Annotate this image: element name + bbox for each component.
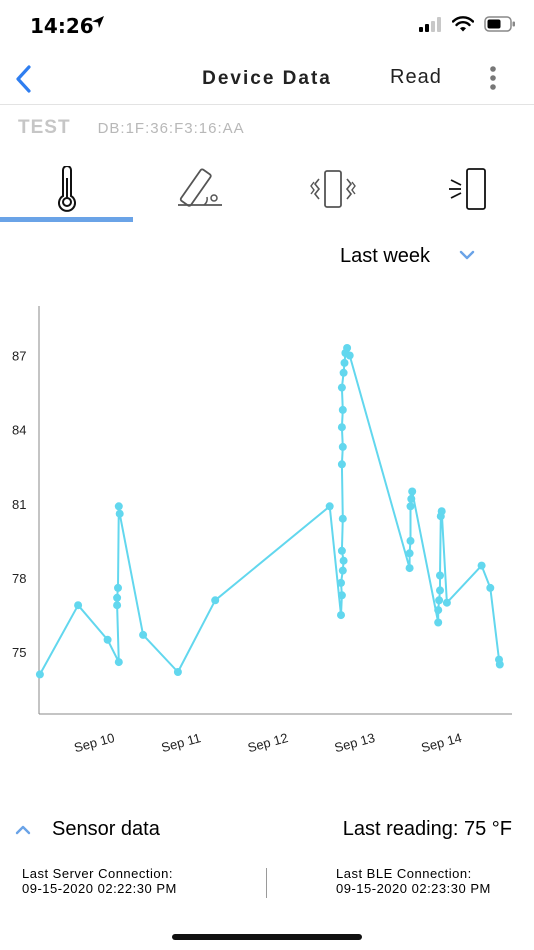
tab-temperature[interactable] [0, 160, 133, 218]
device-name: TEST [18, 117, 71, 138]
door-sensor-icon [448, 168, 486, 210]
y-tick-label: 84 [12, 423, 26, 438]
nav-bar: Device Data Read [0, 54, 534, 105]
x-tick-label: Sep 14 [420, 730, 464, 755]
data-point [406, 502, 415, 511]
x-tick-label: Sep 10 [72, 730, 116, 755]
data-point [436, 571, 444, 580]
data-point [338, 442, 347, 451]
data-point [405, 549, 414, 558]
x-tick-label: Sep 12 [246, 730, 290, 755]
data-point [437, 507, 446, 516]
server-connection-label: Last Server Connection: [22, 866, 173, 881]
status-icons [418, 16, 516, 37]
tab-vibration[interactable] [266, 160, 399, 218]
more-vertical-icon [490, 66, 496, 90]
tab-tilt[interactable] [133, 160, 266, 218]
data-point [114, 658, 123, 667]
data-point [477, 561, 486, 570]
home-indicator [172, 934, 362, 940]
data-point [103, 635, 112, 644]
data-point [337, 591, 346, 600]
data-point [337, 611, 345, 620]
sensor-data-toggle[interactable]: Sensor data [14, 818, 160, 841]
data-point [113, 601, 122, 610]
data-point [340, 358, 349, 367]
sensor-tabs [0, 160, 534, 224]
ble-connection-time: 09-15-2020 02:23:30 PM [336, 881, 491, 896]
battery-icon [484, 16, 516, 37]
wifi-icon [451, 16, 475, 37]
data-point [436, 586, 444, 595]
more-options-button[interactable] [484, 64, 502, 94]
data-point [435, 596, 444, 605]
temperature-chart: 75 78 81 84 87 Sep 10 Sep 11 Sep 12 Sep 13 Sep 14 [12, 306, 512, 755]
data-point [338, 514, 347, 523]
location-arrow-icon [90, 14, 106, 35]
data-point [337, 423, 346, 432]
chevron-up-icon [15, 825, 31, 834]
data-point [339, 556, 348, 565]
data-point [408, 487, 417, 496]
data-point [345, 351, 354, 360]
data-point [113, 593, 122, 602]
data-point [495, 660, 504, 669]
data-point [337, 546, 346, 555]
tab-door[interactable] [400, 160, 533, 218]
x-tick-label: Sep 13 [333, 730, 377, 755]
y-tick-label: 75 [12, 645, 26, 660]
device-info: TEST DB:1F:36:F3:16:AA [18, 116, 245, 140]
status-time: 14:26 [30, 14, 94, 38]
divider [266, 868, 267, 898]
data-point [139, 630, 148, 639]
data-point [406, 536, 415, 545]
data-point [74, 601, 83, 610]
data-point [337, 460, 346, 469]
data-point [35, 670, 44, 679]
data-point [486, 583, 495, 592]
chevron-down-icon [458, 248, 476, 266]
thermometer-icon [57, 166, 76, 212]
page-title: Device Data [202, 68, 332, 89]
x-tick-label: Sep 11 [160, 730, 203, 755]
ble-connection-label: Last BLE Connection: [336, 866, 472, 881]
data-point [325, 502, 334, 511]
data-point [114, 583, 122, 592]
series-line [39, 347, 501, 675]
data-point [407, 494, 416, 503]
data-point [338, 405, 347, 414]
last-reading: Last reading: 75 °F [342, 818, 512, 840]
cellular-signal-icon [418, 16, 442, 37]
data-point [115, 509, 124, 518]
read-button[interactable]: Read [390, 66, 442, 88]
data-point [339, 368, 348, 377]
y-tick-label: 78 [12, 571, 26, 586]
data-point [211, 596, 220, 605]
data-point [405, 564, 414, 573]
range-dropdown[interactable]: Last week [340, 245, 476, 268]
data-point [337, 383, 346, 392]
server-connection-time: 09-15-2020 02:22:30 PM [22, 881, 177, 896]
range-label: Last week [340, 245, 431, 267]
y-tick-label: 87 [12, 348, 26, 363]
data-point [337, 578, 345, 587]
data-point [343, 344, 352, 352]
vibration-icon [309, 170, 356, 208]
data-point [434, 618, 443, 627]
tilt-icon [177, 168, 222, 207]
data-point [442, 598, 451, 607]
back-button[interactable] [10, 62, 40, 96]
device-mac: DB:1F:36:F3:16:AA [97, 119, 245, 137]
tab-selected-indicator [0, 217, 133, 222]
server-connection: Last Server Connection: 09-15-2020 02:22… [22, 866, 177, 896]
data-point [114, 502, 123, 511]
ble-connection: Last BLE Connection: 09-15-2020 02:23:30… [336, 866, 491, 896]
status-bar: 14:26 [0, 0, 534, 54]
y-tick-label: 81 [12, 497, 26, 512]
sensor-data-label: Sensor data [52, 818, 160, 840]
data-point [434, 606, 443, 615]
chevron-left-icon [16, 65, 31, 93]
data-point [173, 668, 182, 676]
data-point [338, 566, 347, 575]
